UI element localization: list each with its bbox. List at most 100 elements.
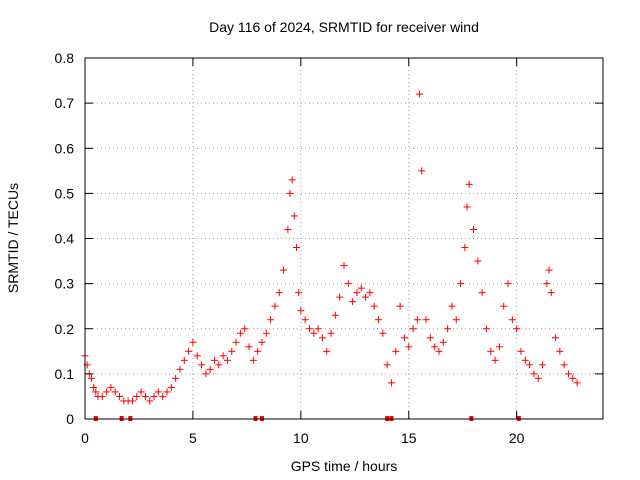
data-point (141, 392, 149, 400)
data-point (457, 280, 465, 288)
data-point (154, 388, 162, 396)
data-point (189, 338, 197, 346)
data-point (314, 325, 322, 333)
data-point (521, 356, 529, 364)
x-tick-label: 0 (81, 430, 89, 446)
data-point (370, 302, 378, 310)
data-point (198, 361, 206, 369)
data-point (241, 325, 249, 333)
data-point (474, 257, 482, 265)
data-point (362, 293, 370, 301)
x-tick-labels: 0 5 10 15 20 (81, 430, 525, 446)
data-point (418, 167, 426, 175)
data-point (504, 280, 512, 288)
data-point (327, 329, 335, 337)
data-point (290, 212, 298, 220)
axes-ticks (84, 57, 603, 420)
y-tick-label: 0.4 (55, 231, 75, 247)
data-point (400, 334, 408, 342)
data-point (280, 266, 288, 274)
data-point (331, 311, 339, 319)
y-tick-label: 0.2 (55, 321, 75, 337)
data-point (293, 244, 301, 252)
data-point (396, 302, 404, 310)
data-point (232, 338, 240, 346)
data-point (387, 379, 395, 387)
data-point (90, 383, 98, 391)
x-tick-label: 15 (401, 430, 417, 446)
y-tick-label: 0.8 (55, 50, 75, 66)
y-tick-label: 0.5 (55, 185, 75, 201)
data-point (107, 383, 115, 391)
data-point (336, 293, 344, 301)
data-point (146, 397, 154, 405)
data-point (413, 316, 421, 324)
data-point (573, 379, 581, 387)
data-point (245, 343, 253, 351)
y-tick-label: 0 (66, 411, 74, 427)
data-point (534, 374, 542, 382)
data-point (564, 370, 572, 378)
data-point (137, 388, 145, 396)
data-point (470, 225, 477, 233)
data-point (444, 325, 452, 333)
y-tick-label: 0.3 (55, 276, 75, 292)
grid (85, 58, 603, 419)
data-point (150, 392, 158, 400)
data-point (422, 316, 430, 324)
data-point (353, 289, 361, 297)
data-point (426, 334, 434, 342)
data-point (508, 316, 516, 324)
data-point (452, 316, 460, 324)
data-point (357, 284, 365, 292)
data-point (297, 307, 305, 315)
data-point (439, 338, 447, 346)
data-point (180, 356, 188, 364)
data-point (206, 365, 214, 373)
data-point (495, 343, 503, 351)
data-point (116, 392, 124, 400)
data-point (379, 329, 387, 337)
data-point (92, 388, 100, 396)
data-point (262, 329, 270, 337)
data-point (254, 347, 262, 355)
data-point (392, 347, 400, 355)
y-tick-labels: 0 0.1 0.2 0.3 0.4 0.5 0.6 0.7 0.8 (55, 50, 75, 427)
data-point (491, 356, 499, 364)
data-points (81, 90, 581, 405)
data-point (288, 176, 296, 184)
data-point (128, 397, 136, 405)
data-point (431, 343, 439, 351)
data-point (530, 370, 538, 378)
data-point (545, 266, 553, 274)
x-tick-label: 5 (189, 430, 197, 446)
data-point (87, 374, 95, 382)
data-point (539, 361, 547, 369)
data-point (167, 383, 175, 391)
data-point (344, 280, 352, 288)
data-point (543, 280, 551, 288)
data-point (375, 316, 383, 324)
data-point (556, 347, 564, 355)
data-point (478, 289, 486, 297)
data-point (310, 329, 318, 337)
data-point (275, 289, 283, 297)
data-point (340, 262, 348, 270)
data-point (236, 329, 244, 337)
data-point (517, 347, 525, 355)
data-point (176, 365, 184, 373)
data-point (500, 302, 508, 310)
data-point (560, 361, 568, 369)
y-tick-label: 0.6 (55, 140, 75, 156)
data-point (219, 352, 227, 360)
data-point (193, 352, 201, 360)
data-point (435, 347, 443, 355)
y-tick-label: 0.7 (55, 95, 75, 111)
data-point (98, 392, 106, 400)
data-point (409, 325, 417, 333)
data-point (202, 370, 210, 378)
data-point (323, 347, 331, 355)
data-point (249, 356, 257, 364)
data-point (513, 325, 521, 333)
